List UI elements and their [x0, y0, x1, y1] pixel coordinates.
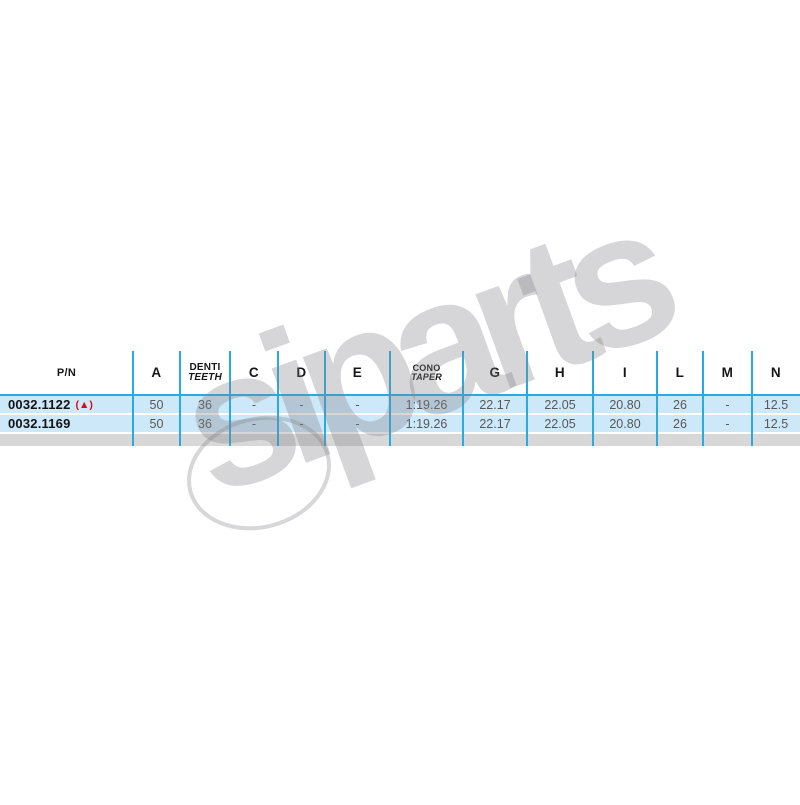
- column-separator-line: [277, 351, 279, 446]
- column-header-pn: P/N: [56, 366, 77, 379]
- value-cell: -: [299, 416, 304, 431]
- value-cell: 36: [198, 416, 212, 431]
- column-header-n: N: [770, 365, 782, 380]
- value-cell: -: [299, 397, 304, 412]
- column-header-i: I: [622, 365, 628, 380]
- value-cell: 26: [673, 416, 687, 431]
- column-header-e: E: [352, 365, 363, 380]
- value-cell: 50: [149, 397, 164, 412]
- value-cell: 1:19.26: [405, 416, 448, 431]
- column-separator-line: [324, 351, 326, 446]
- column-separator-line: [132, 351, 134, 446]
- red-triangle-flag: (▲): [75, 398, 93, 411]
- row-2-background: [0, 415, 800, 432]
- column-header-a: A: [151, 365, 162, 380]
- value-cell: -: [725, 416, 730, 431]
- value-cell: -: [251, 397, 257, 412]
- column-separator-line: [592, 351, 594, 446]
- column-header-h: H: [554, 365, 566, 380]
- column-header-g: G: [489, 365, 501, 380]
- column-separator-line: [656, 351, 658, 446]
- column-header-denti-teeth: DENTI TEETH: [188, 361, 222, 383]
- value-cell: -: [355, 397, 360, 412]
- value-cell: 50: [149, 416, 164, 431]
- value-cell: 22.05: [544, 416, 576, 431]
- part-number-cell: 0032.1169: [0, 415, 133, 432]
- column-separator-line: [702, 351, 704, 446]
- column-separator-line: [751, 351, 753, 446]
- value-cell: 20.80: [609, 416, 641, 431]
- value-cell: 20.80: [609, 397, 641, 412]
- column-separator-line: [179, 351, 181, 446]
- parts-data-table: P/N A DENTI TEETH C D E CONO TAPER G H I L M N 0032.11…: [0, 351, 800, 446]
- part-number: 0032.1169: [8, 416, 71, 431]
- value-cell: -: [725, 397, 730, 412]
- table-row-2: 0032.1169 50 36 - - - 1:19.26 22.17 22.05 20.80 26…: [0, 415, 800, 432]
- value-cell: 36: [198, 397, 212, 412]
- header-separator-line: [0, 394, 800, 396]
- table-footer-band: [0, 434, 800, 446]
- part-number: 0032.1122: [8, 397, 71, 412]
- column-header-cono-taper: CONO TAPER: [411, 362, 442, 382]
- value-cell: 22.17: [479, 397, 511, 412]
- value-cell: 26: [673, 397, 687, 412]
- column-header-l: L: [675, 365, 685, 380]
- value-cell: -: [251, 416, 257, 431]
- column-separator-line: [229, 351, 231, 446]
- value-cell: 22.17: [479, 416, 511, 431]
- value-cell: -: [355, 416, 360, 431]
- value-cell: 12.5: [763, 397, 789, 412]
- value-cell: 12.5: [763, 416, 789, 431]
- column-header-d: D: [296, 365, 307, 380]
- table-header-row: P/N A DENTI TEETH C D E CONO TAPER G H I L M N: [0, 351, 800, 394]
- column-separator-line: [462, 351, 464, 446]
- value-cell: 1:19.26: [405, 397, 448, 412]
- value-cell: 22.05: [544, 397, 576, 412]
- table-row-1: 0032.1122 (▲) 50 36 - - - 1:19.26 22.17 22.05 20.8…: [0, 396, 800, 413]
- column-separator-line: [389, 351, 391, 446]
- part-number-cell: 0032.1122 (▲): [0, 396, 133, 413]
- column-separator-line: [526, 351, 528, 446]
- column-header-c: C: [248, 365, 260, 380]
- row-1-background: [0, 396, 800, 413]
- column-header-m: M: [721, 365, 734, 380]
